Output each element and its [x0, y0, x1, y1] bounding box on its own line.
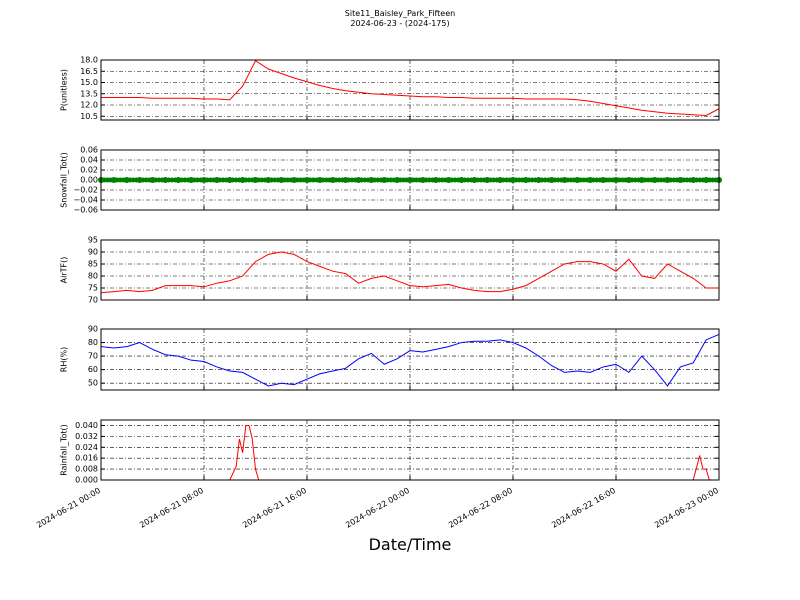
x-tick-label: 2024-06-22 08:00: [447, 486, 514, 530]
y-tick-label: 90: [88, 248, 98, 257]
y-tick-label: 10.5: [80, 112, 98, 121]
y-tick-label: 18.0: [80, 56, 98, 65]
y-tick-label: 12.0: [80, 101, 98, 110]
title: Site11_Baisley_Park_Fifteen: [345, 9, 455, 18]
y-tick-label: 15.0: [80, 78, 98, 87]
plot-frame: [100, 59, 720, 121]
y-tick-label: 0.00: [80, 176, 98, 185]
y-tick-label: 0.02: [80, 166, 98, 175]
y-tick-label: 85: [88, 260, 98, 269]
plot-frame: [100, 328, 720, 391]
y-axis-label: P(unitless): [60, 69, 69, 111]
y-tick-label: 13.5: [80, 89, 98, 98]
y-tick-label: 80: [88, 272, 98, 281]
y-tick-label: 70: [88, 352, 98, 361]
y-tick-label: 0.008: [75, 465, 98, 474]
x-tick-label: 2024-06-22 00:00: [344, 486, 411, 530]
y-axis-label: Snowfall_Tot(): [60, 152, 69, 208]
x-tick-label: 2024-06-23 00:00: [653, 486, 720, 530]
y-tick-label: 80: [88, 338, 98, 347]
y-tick-label: 0.024: [75, 443, 98, 452]
y-tick-label: 75: [88, 284, 98, 293]
y-axis-label: RH(%): [60, 347, 69, 372]
data-line: [101, 60, 720, 117]
x-tick-label: 2024-06-21 08:00: [138, 486, 205, 530]
y-tick-label: −0.04: [73, 196, 98, 205]
x-tick-label: 2024-06-22 16:00: [550, 486, 617, 530]
plot-frame: [100, 239, 720, 301]
y-tick-label: 0.06: [80, 146, 98, 155]
data-line: [100, 251, 719, 294]
subtitle: 2024-06-23 - (2024-175): [350, 19, 449, 28]
y-tick-label: 0.032: [75, 432, 98, 441]
y-axis-label: Rainfall_Tot(): [60, 424, 69, 476]
y-tick-label: 90: [88, 325, 98, 334]
y-tick-label: 50: [88, 379, 98, 388]
y-tick-label: 60: [88, 365, 98, 374]
y-tick-label: 95: [88, 236, 98, 245]
y-axis-label: AirTF(): [60, 257, 69, 284]
y-tick-label: 0.016: [75, 454, 98, 463]
data-line: [101, 424, 719, 481]
y-tick-label: 0.000: [75, 476, 98, 485]
x-axis-label: Date/Time: [369, 535, 452, 554]
y-tick-label: 70: [88, 296, 98, 305]
data-line: [100, 333, 720, 387]
y-tick-label: 0.04: [80, 156, 98, 165]
x-tick-label: 2024-06-21 00:00: [35, 486, 102, 530]
y-tick-label: −0.06: [73, 206, 98, 215]
y-tick-label: 16.5: [80, 67, 98, 76]
x-tick-label: 2024-06-21 16:00: [241, 486, 308, 530]
y-tick-label: 0.040: [75, 421, 98, 430]
y-tick-label: −0.02: [73, 186, 98, 195]
plot-frame: [100, 149, 720, 211]
plot-frame: [100, 419, 720, 481]
